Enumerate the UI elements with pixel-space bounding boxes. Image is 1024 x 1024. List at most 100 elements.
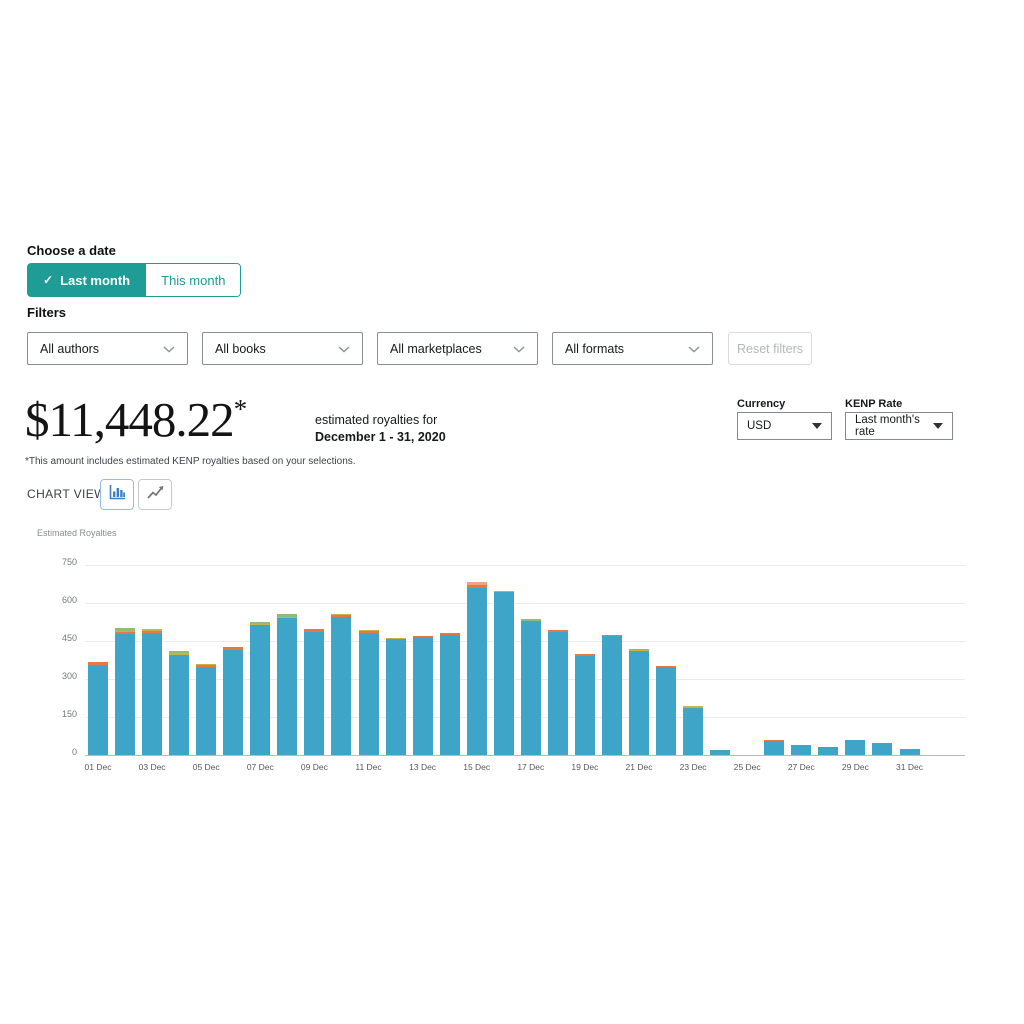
chart-bar-14-dec[interactable]: [439, 632, 460, 755]
bar-segment-blue: [277, 617, 298, 755]
chart-bar-20-dec[interactable]: [601, 635, 622, 755]
chart-bar-22-dec[interactable]: [656, 665, 677, 755]
marketplaces-filter-dropdown[interactable]: All marketplaces: [377, 332, 538, 365]
bar-segment-yellow: [250, 624, 271, 626]
authors-filter-dropdown[interactable]: All authors: [27, 332, 188, 365]
bar-segment-green: [629, 648, 649, 651]
bar-chart-view-button[interactable]: [100, 479, 134, 510]
gridline-600: [85, 603, 965, 604]
bar-segment-blue: [683, 707, 704, 755]
bar-segment-blue: [250, 625, 271, 755]
kenp-footnote: *This amount includes estimated KENP roy…: [25, 456, 356, 467]
chart-view-label: CHART VIEW: [27, 487, 106, 501]
bar-segment-blue: [872, 742, 893, 755]
kenp-rate-dropdown[interactable]: Last month's rate: [845, 412, 953, 440]
x-tick-label: 21 Dec: [625, 762, 653, 772]
formats-filter-dropdown[interactable]: All formats: [552, 332, 713, 365]
last-month-label: Last month: [60, 272, 131, 288]
x-tick-label: 19 Dec: [571, 762, 599, 772]
bar-segment-blue: [845, 739, 866, 755]
bar-segment-blue: [385, 639, 406, 755]
line-chart-view-button[interactable]: [138, 479, 172, 510]
y-tick-label: 300: [61, 671, 77, 681]
chart-bar-26-dec[interactable]: [764, 739, 785, 755]
chart-bar-01-dec[interactable]: [88, 661, 108, 755]
bar-segment-green: [115, 627, 136, 631]
books-filter-dropdown[interactable]: All books: [202, 332, 363, 365]
chart-bar-23-dec[interactable]: [683, 706, 704, 755]
kenp-rate-value: Last month's rate: [855, 414, 920, 438]
bar-segment-blue: [791, 745, 812, 755]
chart-bar-05-dec[interactable]: [196, 664, 217, 755]
last-month-button[interactable]: ✓ Last month: [27, 263, 147, 297]
triangle-down-icon: [933, 423, 943, 429]
chart-bar-08-dec[interactable]: [277, 614, 298, 755]
x-tick-label: 13 Dec: [409, 762, 437, 772]
chart-bar-17-dec[interactable]: [520, 619, 541, 755]
chart-bar-04-dec[interactable]: [169, 650, 190, 755]
chart-bar-16-dec[interactable]: [493, 590, 514, 755]
this-month-button[interactable]: This month: [146, 263, 242, 297]
x-tick-label: 09 Dec: [300, 762, 328, 772]
bar-segment-yellow: [358, 630, 379, 632]
date-range-toggle: ✓ Last month This month: [27, 263, 242, 297]
reset-filters-button[interactable]: Reset filters: [728, 332, 812, 365]
x-tick-label: 25 Dec: [733, 762, 761, 772]
check-icon: ✓: [43, 273, 54, 287]
currency-dropdown[interactable]: USD: [737, 412, 832, 440]
royalties-bar-chart: Estimated Royalties 0 150 300 450 600 750 01 …: [27, 525, 965, 785]
amount-asterisk: *: [233, 394, 248, 424]
triangle-down-icon: [812, 423, 822, 429]
chart-bar-09-dec[interactable]: [304, 629, 325, 755]
chevron-down-icon: [688, 342, 700, 356]
chart-bar-06-dec[interactable]: [223, 646, 244, 755]
bar-segment-blue: [304, 631, 325, 755]
chart-bar-12-dec[interactable]: [385, 638, 406, 755]
amount-caption: estimated royalties for December 1 - 31,…: [315, 412, 446, 446]
bar-segment-blue: [115, 633, 136, 755]
bar-segment-blue: [169, 654, 190, 755]
chart-bar-30-dec[interactable]: [872, 742, 893, 755]
bar-segment-yellow: [115, 630, 136, 632]
x-tick-label: 03 Dec: [138, 762, 166, 772]
bar-segment-blue: [331, 616, 352, 755]
bar-segment-blue: [574, 655, 595, 755]
chart-bar-15-dec[interactable]: [466, 582, 487, 755]
chart-bar-03-dec[interactable]: [142, 629, 163, 755]
chart-bar-28-dec[interactable]: [818, 747, 839, 755]
chevron-down-icon: [338, 342, 350, 356]
bar-segment-blue: [547, 631, 568, 755]
bar-segment-blue: [196, 667, 217, 755]
chart-bar-29-dec[interactable]: [845, 739, 866, 755]
bar-segment-yellow: [683, 706, 704, 708]
marketplaces-filter-value: All marketplaces: [390, 341, 482, 356]
filters-label: Filters: [27, 305, 67, 320]
chart-bar-02-dec[interactable]: [115, 627, 136, 755]
choose-a-date-label: Choose a date: [27, 243, 116, 258]
bar-segment-green: [250, 621, 271, 625]
gridline-750: [85, 565, 965, 566]
chart-bar-27-dec[interactable]: [791, 745, 812, 755]
books-filter-value: All books: [215, 341, 266, 356]
chart-bar-21-dec[interactable]: [629, 648, 649, 755]
chart-bar-07-dec[interactable]: [250, 621, 271, 755]
chart-bar-24-dec[interactable]: [710, 749, 731, 755]
bar-segment-blue: [764, 740, 785, 755]
plot-area: [85, 565, 965, 756]
x-tick-label: 27 Dec: [787, 762, 815, 772]
x-tick-label: 11 Dec: [355, 762, 382, 772]
chart-bar-18-dec[interactable]: [547, 630, 568, 755]
bar-chart-icon: [108, 484, 127, 506]
chart-bar-13-dec[interactable]: [412, 636, 433, 755]
chart-bar-31-dec[interactable]: [899, 748, 920, 755]
chart-bar-19-dec[interactable]: [574, 654, 595, 755]
x-tick-label: 17 Dec: [517, 762, 545, 772]
x-tick-label: 07 Dec: [246, 762, 274, 772]
chart-bar-11-dec[interactable]: [358, 630, 379, 755]
bar-segment-blue: [412, 637, 433, 755]
bar-segment-blue: [88, 664, 108, 755]
chart-bar-10-dec[interactable]: [331, 613, 352, 755]
chart-title: Estimated Royalties: [37, 528, 117, 538]
bar-segment-blue: [656, 666, 677, 755]
bar-segment-orange: [466, 584, 487, 589]
